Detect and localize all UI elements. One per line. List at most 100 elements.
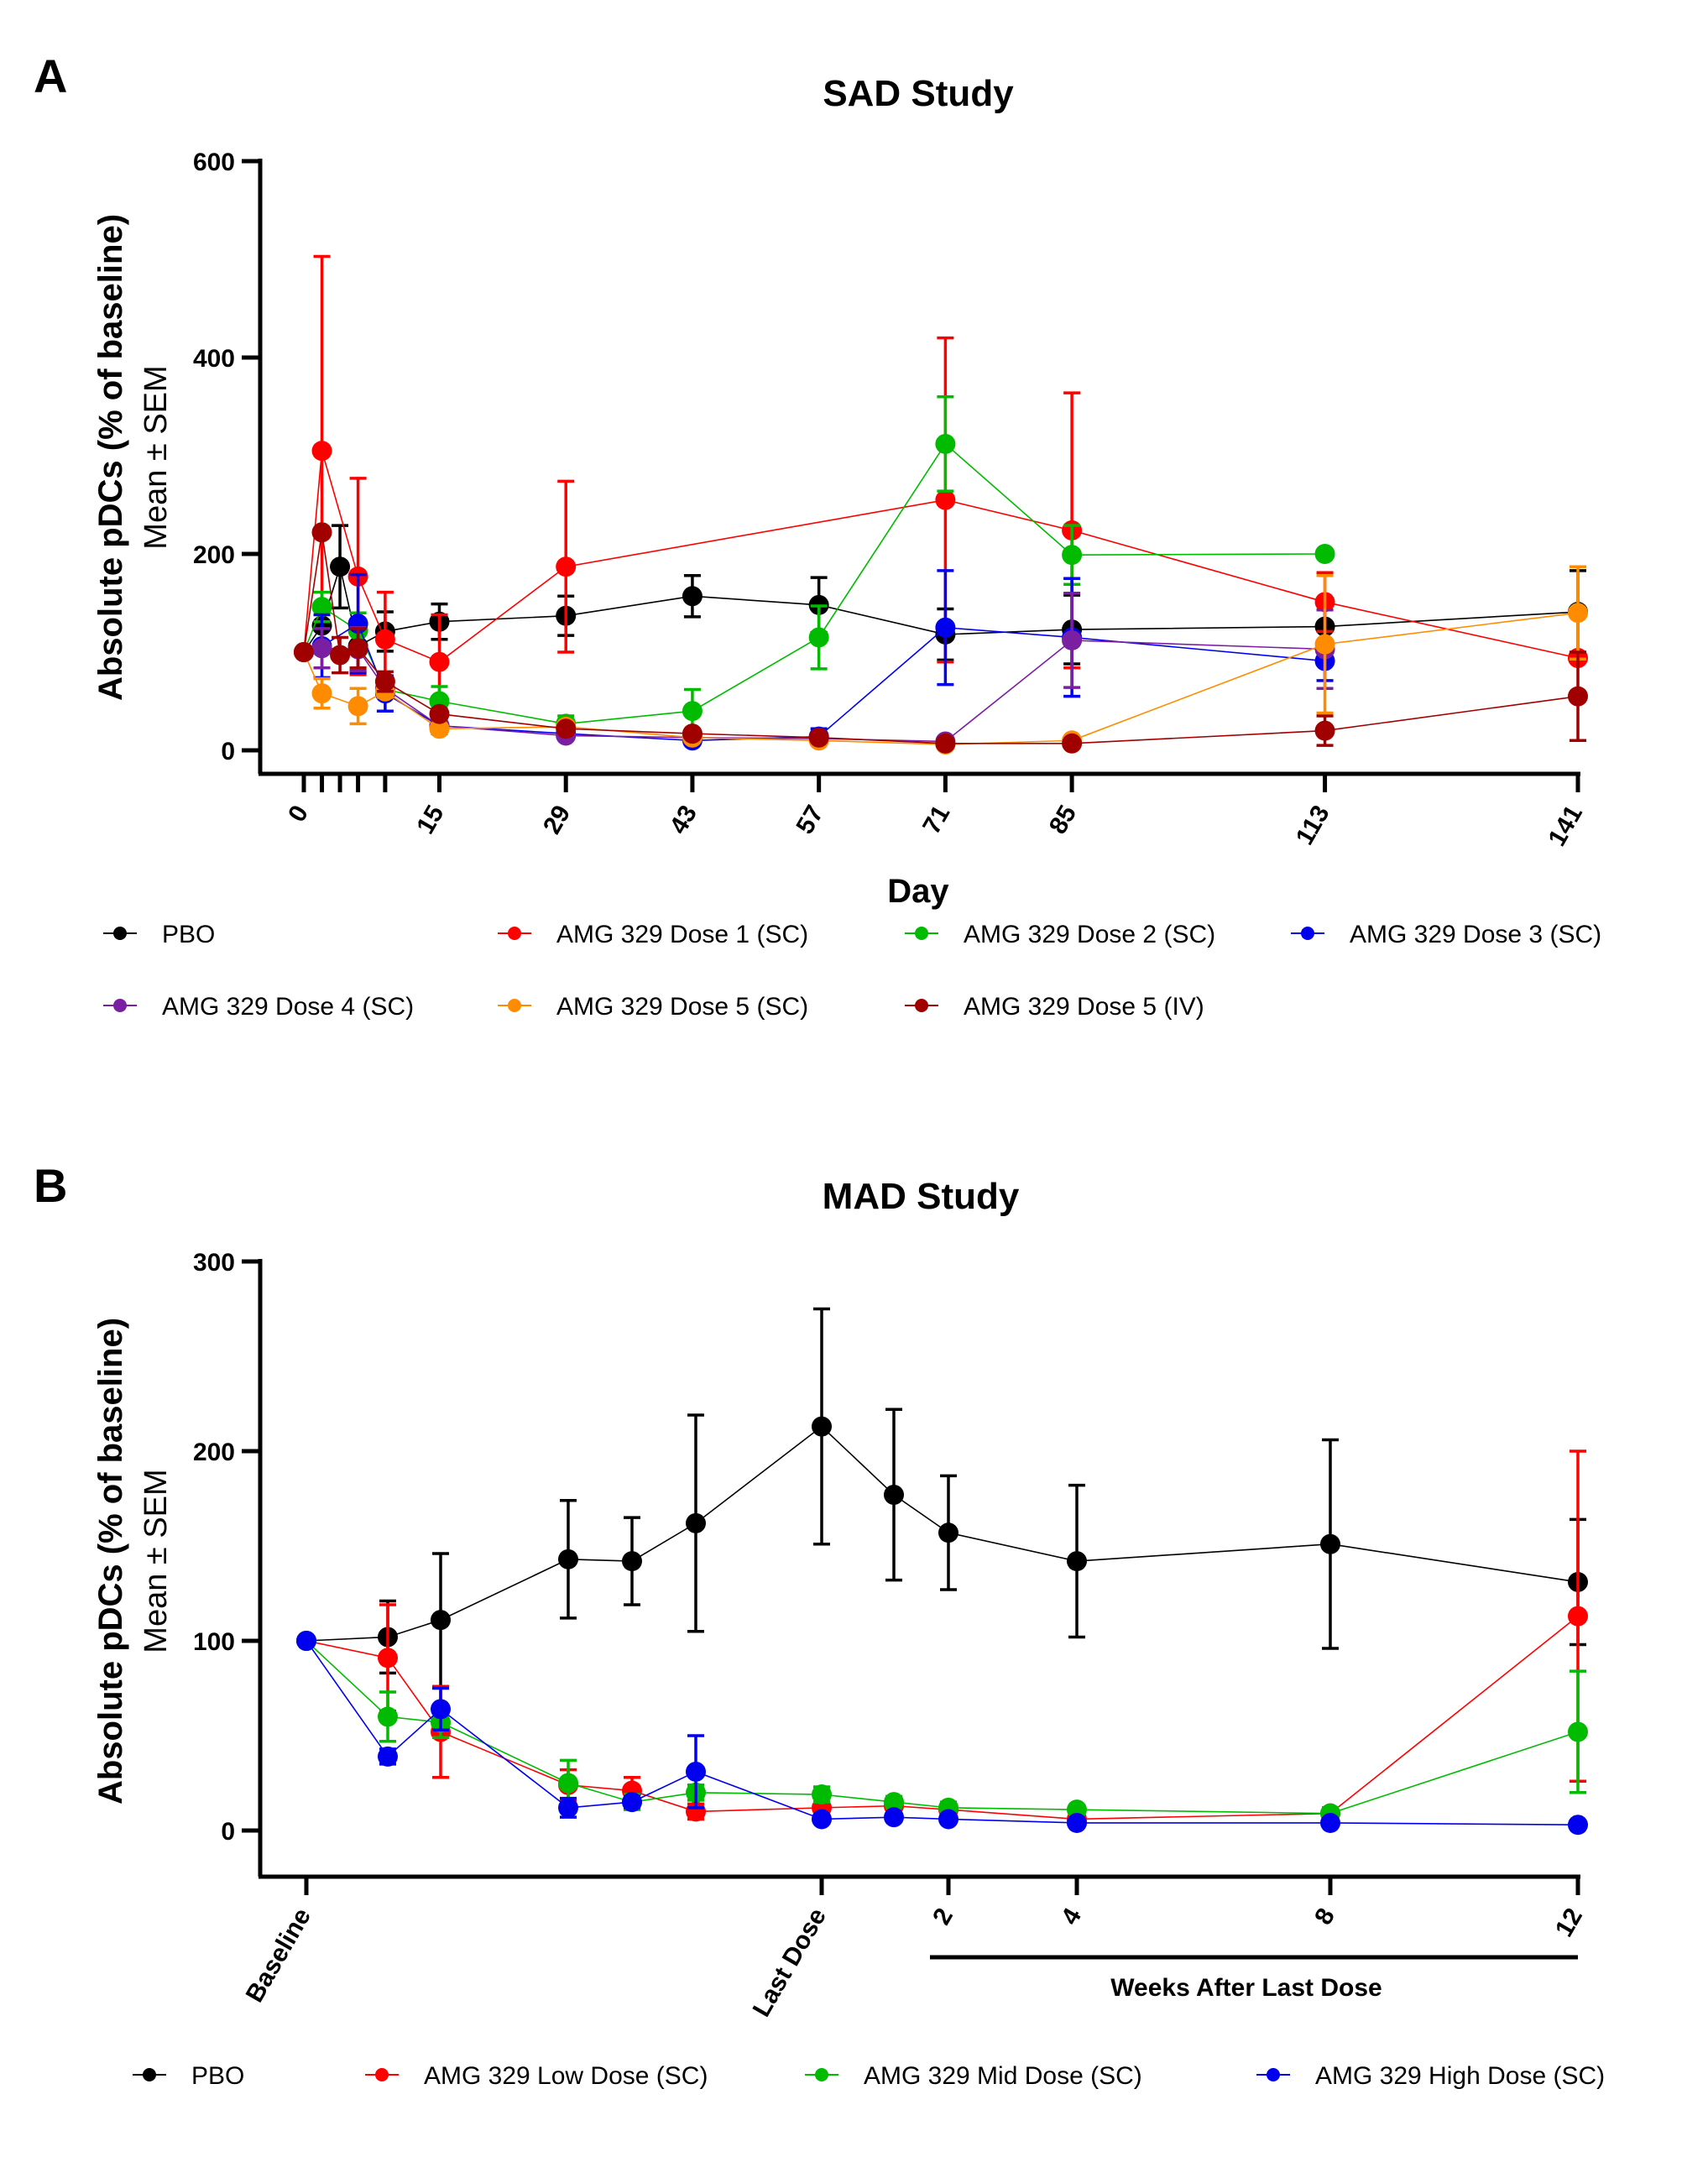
data-point [374,671,395,692]
data-point [682,586,703,607]
legend-item-amg-329-dose-5-sc: AMG 329 Dose 5 (SC) [498,993,808,1021]
legend-label: AMG 329 Mid Dose (SC) [864,2062,1142,2090]
series-amg-329-dose-5-iv [294,522,1588,754]
data-point [935,617,956,638]
legend-marker-icon [1301,927,1314,940]
series-amg-329-low-dose-sc [296,1449,1588,1830]
y-tick-label: 300 [193,1249,235,1277]
x-tick-label-group: 141 [1543,801,1588,851]
data-point [622,1551,642,1572]
sad-x-axis-label: Day [887,873,949,910]
data-point [1314,544,1335,564]
series-pbo [294,524,1588,672]
x-tick-label-group: 0 [283,801,314,827]
mad-plot-area: 0 100 200 300 Baseline Last Dose 2 4 8 12 [193,1249,1588,2022]
legend-marker-icon [915,927,928,940]
data-point [429,703,450,724]
legend-item-amg-329-dose-1-sc: AMG 329 Dose 1 (SC) [498,921,808,948]
data-point [935,433,956,454]
data-point [938,1809,958,1830]
data-point [378,1648,398,1669]
data-point [374,629,395,650]
data-point [884,1484,904,1505]
y-tick-label: 0 [221,1818,235,1846]
data-point [1062,545,1083,566]
series-line [306,1640,1579,1815]
legend-item-pbo: PBO [133,2062,244,2090]
data-point [812,1784,832,1805]
series-amg-329-high-dose-sc [296,1631,1588,1836]
x-tick-label-group: 29 [538,801,576,838]
x-tick-label: Baseline [241,1904,316,2007]
series-line [306,1615,1579,1820]
data-point [1062,629,1083,650]
legend-item-amg-329-dose-2-sc: AMG 329 Dose 2 (SC) [905,921,1215,948]
x-tick-label-group: 57 [791,801,828,838]
y-tick-label: 200 [193,541,235,569]
data-point [556,556,577,577]
legend-item-amg-329-dose-5-iv: AMG 329 Dose 5 (IV) [905,993,1204,1021]
x-tick-label: 71 [917,801,955,838]
y-tick-label: 200 [193,1439,235,1466]
x-tick-label: 2 [927,1904,958,1930]
data-point [1568,686,1588,707]
legend-marker-icon [143,2068,156,2081]
data-point [938,1522,958,1543]
data-point [311,522,332,543]
data-point [686,1512,706,1533]
data-point [1568,1815,1588,1836]
y-tick-label: 100 [193,1628,235,1656]
legend-item-amg-329-mid-dose-sc: AMG 329 Mid Dose (SC) [805,2062,1142,2090]
x-tick-label-group: 2 [927,1904,958,1930]
data-point [622,1792,642,1813]
x-tick-label-group: 15 [411,801,449,838]
legend-label: AMG 329 Low Dose (SC) [424,2062,708,2090]
x-tick-label-group: Baseline [241,1904,316,2007]
legend-marker-icon [508,927,521,940]
y-tick-label: 0 [221,738,235,765]
x-tick-label: 57 [791,801,828,838]
data-point [378,1746,398,1767]
x-tick-label: 113 [1291,801,1335,849]
panel-b-letter: B [34,1159,67,1212]
data-point [558,1549,578,1569]
legend-label: AMG 329 Dose 1 (SC) [556,921,808,948]
legend-label: PBO [162,921,215,948]
series-line [306,1640,1579,1826]
x-tick-label-group: 113 [1291,801,1335,849]
x-tick-label: 15 [411,801,449,838]
x-tick-label: 29 [538,801,576,838]
data-point [884,1792,904,1813]
data-point [935,489,956,510]
data-point [311,638,332,659]
data-point [1314,720,1335,741]
x-tick-label: 12 [1550,1904,1588,1941]
sad-legend: PBO AMG 329 Dose 1 (SC) AMG 329 Dose 2 (SC… [103,921,1601,1021]
legend-label: PBO [191,2062,244,2090]
legend-item-amg-329-high-dose-sc: AMG 329 High Dose (SC) [1256,2062,1605,2090]
legend-label: AMG 329 Dose 2 (SC) [964,921,1215,948]
data-point [347,696,368,717]
data-point [311,441,332,462]
legend-item-amg-329-low-dose-sc: AMG 329 Low Dose (SC) [365,2062,708,2090]
data-point [429,651,450,672]
data-point [1314,634,1335,655]
data-point [884,1807,904,1828]
x-tick-label-group: 85 [1044,801,1082,838]
x-tick-label: 8 [1309,1904,1340,1930]
data-point [812,1416,832,1437]
sad-chart-title: SAD Study [823,73,1014,114]
x-tick-label-group: 43 [665,801,703,838]
legend-label: AMG 329 Dose 4 (SC) [162,993,414,1021]
x-tick-label: 141 [1543,801,1588,851]
sad-plot-area: 0 200 400 600 0 15 29 43 57 71 85 113 141 [193,149,1588,851]
data-point [682,701,703,722]
legend-item-amg-329-dose-3-sc: AMG 329 Dose 3 (SC) [1291,921,1601,948]
x-tick-label: 43 [665,801,703,838]
x-tick-label: 85 [1044,801,1082,838]
data-point [1062,733,1083,754]
data-point [1067,1551,1087,1572]
legend-marker-icon [113,999,127,1012]
data-point [294,642,314,662]
data-point [330,556,351,577]
